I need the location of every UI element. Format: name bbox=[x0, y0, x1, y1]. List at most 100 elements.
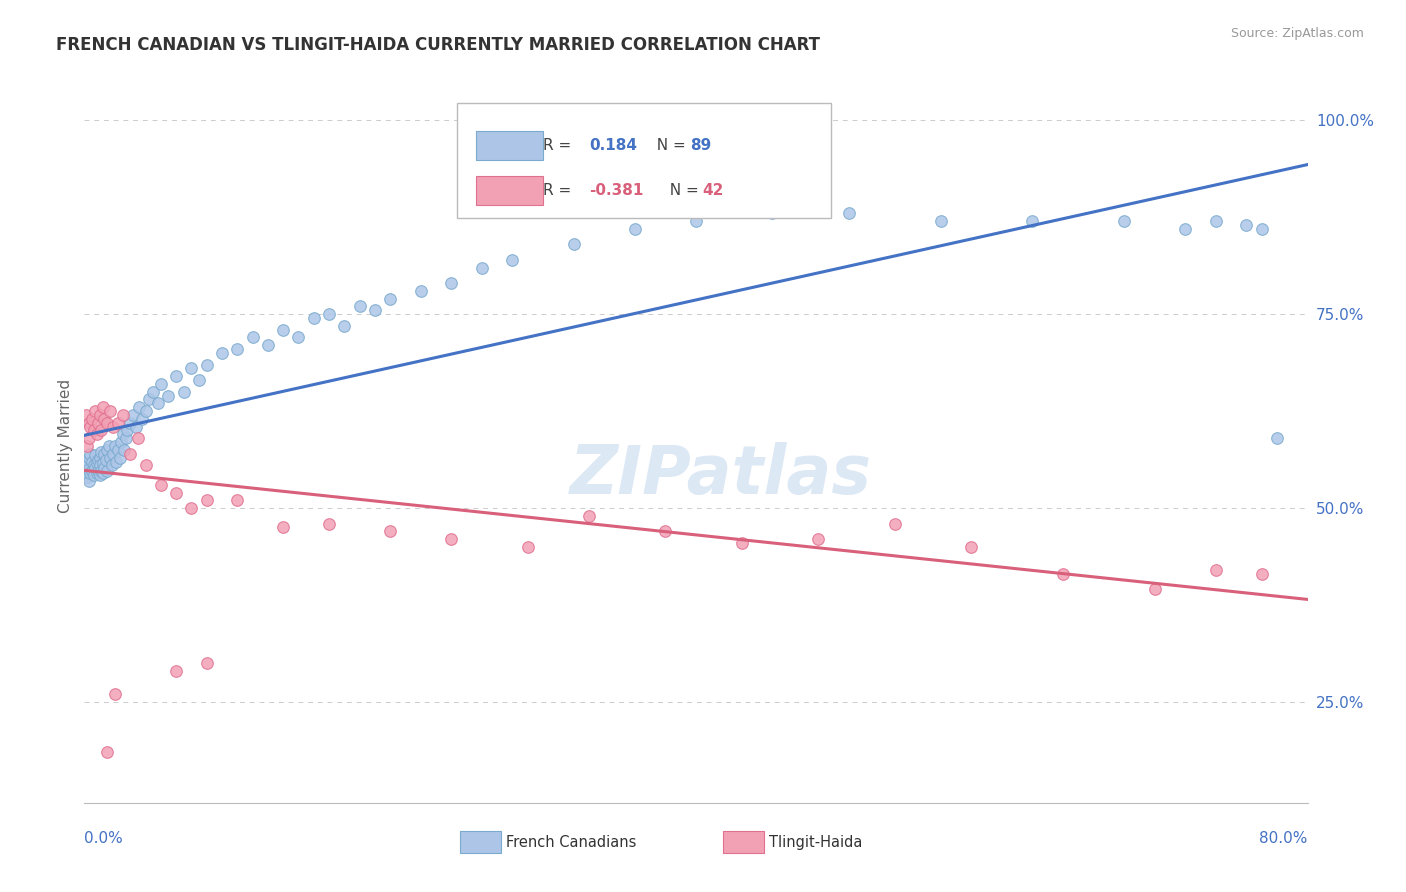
Point bbox=[111, 427, 134, 442]
Point bbox=[165, 369, 187, 384]
Point bbox=[157, 388, 180, 402]
Point bbox=[75, 458, 97, 473]
Point bbox=[107, 416, 129, 430]
Point bbox=[562, 237, 585, 252]
Point bbox=[578, 508, 600, 523]
Point bbox=[77, 474, 100, 488]
Point bbox=[112, 442, 135, 457]
Point bbox=[380, 292, 402, 306]
Point bbox=[807, 532, 830, 546]
Point bbox=[75, 466, 97, 480]
Point bbox=[80, 464, 103, 478]
Point bbox=[91, 456, 114, 470]
Point bbox=[77, 462, 100, 476]
Point bbox=[471, 260, 494, 275]
Point bbox=[103, 447, 125, 461]
Point bbox=[89, 408, 111, 422]
Point bbox=[120, 416, 142, 430]
Point bbox=[195, 656, 218, 670]
Point bbox=[135, 404, 157, 418]
Point bbox=[149, 477, 172, 491]
Point bbox=[960, 540, 983, 554]
Point bbox=[302, 311, 325, 326]
Point bbox=[271, 323, 294, 337]
Text: ZIPatlas: ZIPatlas bbox=[569, 442, 872, 508]
Point bbox=[91, 466, 114, 480]
Point bbox=[108, 450, 131, 465]
FancyBboxPatch shape bbox=[475, 177, 543, 205]
Point bbox=[79, 447, 101, 461]
Point bbox=[94, 453, 117, 467]
Point bbox=[1174, 222, 1197, 236]
Point bbox=[76, 454, 98, 468]
Point bbox=[83, 468, 105, 483]
Point bbox=[89, 468, 111, 483]
Point bbox=[188, 373, 211, 387]
Point bbox=[84, 460, 107, 475]
Point bbox=[165, 664, 187, 678]
Point bbox=[111, 408, 134, 422]
Text: 89: 89 bbox=[690, 138, 711, 153]
Point bbox=[86, 456, 108, 470]
Point bbox=[1236, 218, 1258, 232]
Point bbox=[86, 466, 108, 480]
Point bbox=[1143, 582, 1166, 597]
Point bbox=[77, 431, 100, 445]
Point bbox=[1021, 214, 1043, 228]
FancyBboxPatch shape bbox=[475, 131, 543, 160]
Point bbox=[98, 450, 121, 465]
Point bbox=[1250, 566, 1272, 581]
Point bbox=[333, 318, 356, 333]
Point bbox=[195, 493, 218, 508]
Point bbox=[1114, 214, 1136, 228]
Point bbox=[76, 470, 98, 484]
Point bbox=[101, 458, 124, 473]
Point bbox=[98, 404, 121, 418]
FancyBboxPatch shape bbox=[723, 830, 765, 853]
Point bbox=[83, 458, 105, 473]
Point bbox=[105, 454, 128, 468]
Point bbox=[90, 424, 112, 438]
Point bbox=[211, 346, 233, 360]
Point bbox=[165, 485, 187, 500]
Point bbox=[257, 338, 280, 352]
Point bbox=[84, 404, 107, 418]
Point bbox=[226, 493, 249, 508]
Point bbox=[104, 687, 127, 701]
Point bbox=[440, 276, 463, 290]
Point bbox=[128, 401, 150, 415]
Point bbox=[146, 396, 169, 410]
Point bbox=[131, 412, 153, 426]
Point bbox=[89, 458, 111, 473]
Text: 42: 42 bbox=[702, 183, 724, 198]
Point bbox=[75, 408, 97, 422]
Point bbox=[96, 745, 118, 759]
Point bbox=[96, 464, 118, 478]
Point bbox=[135, 458, 157, 473]
Point bbox=[120, 447, 142, 461]
Point bbox=[1265, 431, 1288, 445]
Point bbox=[80, 454, 103, 468]
Point bbox=[122, 408, 145, 422]
Point bbox=[87, 416, 110, 430]
Point bbox=[77, 416, 100, 430]
Point bbox=[110, 435, 132, 450]
Point bbox=[127, 431, 149, 445]
Point bbox=[761, 206, 783, 220]
Text: 80.0%: 80.0% bbox=[1260, 831, 1308, 847]
Point bbox=[91, 401, 114, 415]
Point bbox=[180, 501, 202, 516]
Text: N =: N = bbox=[661, 183, 704, 198]
Point bbox=[149, 376, 172, 391]
Point bbox=[114, 431, 136, 445]
Point bbox=[1052, 566, 1074, 581]
Point bbox=[318, 307, 340, 321]
Text: Source: ZipAtlas.com: Source: ZipAtlas.com bbox=[1230, 27, 1364, 40]
Point bbox=[242, 330, 264, 344]
Point bbox=[929, 214, 952, 228]
Point bbox=[180, 361, 202, 376]
Point bbox=[107, 442, 129, 457]
Point bbox=[90, 464, 112, 478]
Text: FRENCH CANADIAN VS TLINGIT-HAIDA CURRENTLY MARRIED CORRELATION CHART: FRENCH CANADIAN VS TLINGIT-HAIDA CURRENT… bbox=[56, 36, 820, 54]
Point bbox=[79, 419, 101, 434]
